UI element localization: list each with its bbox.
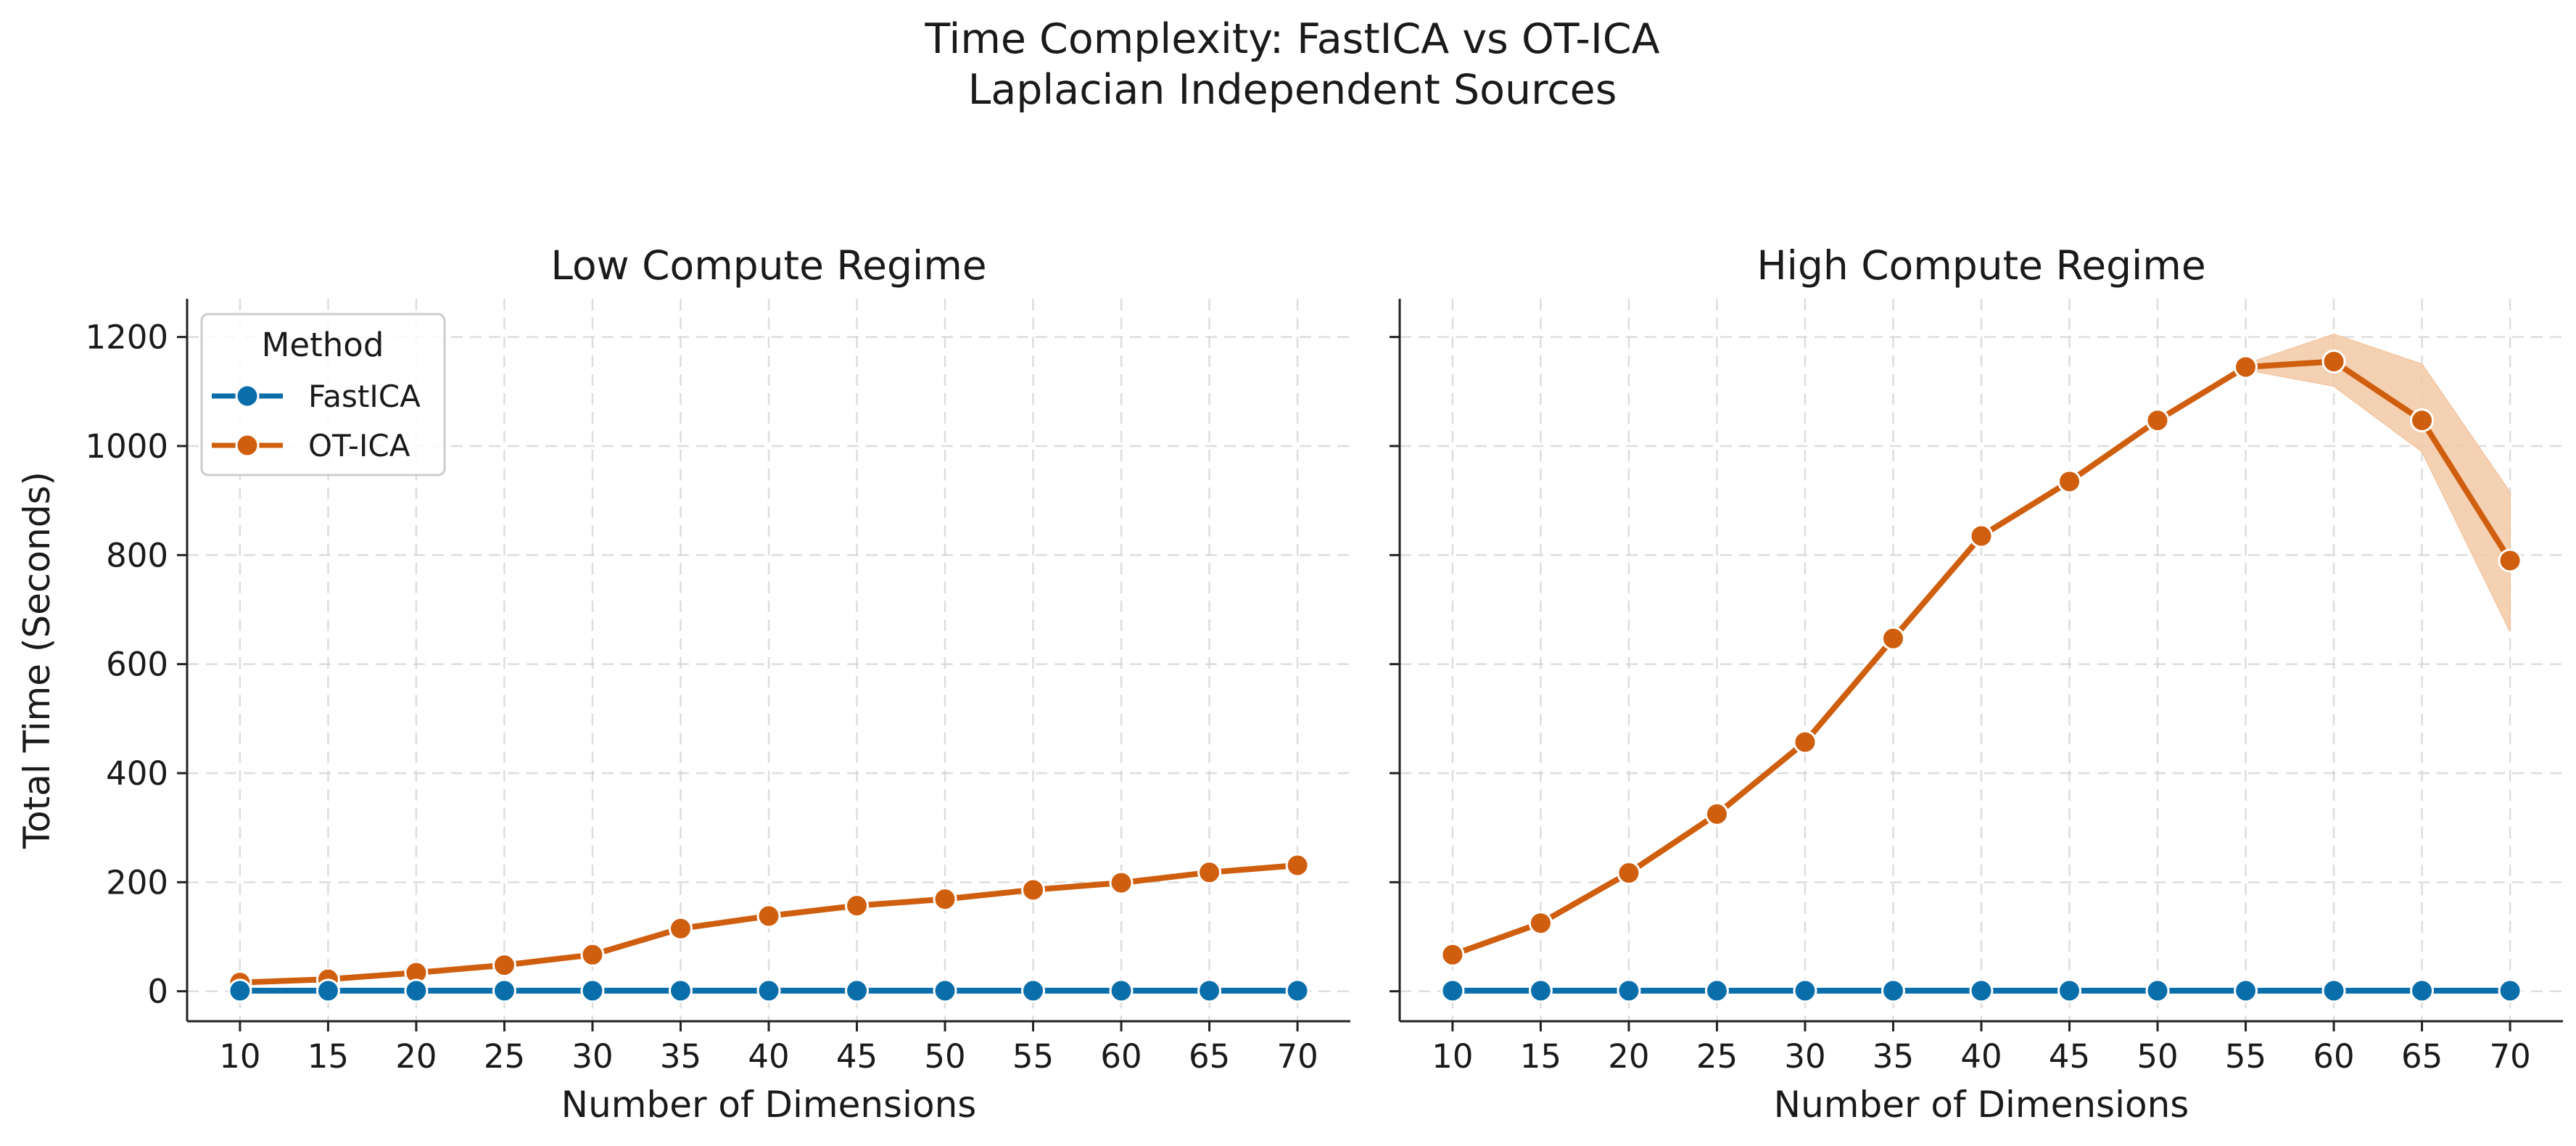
- data-point-fastica: [1021, 978, 1046, 1003]
- data-point-fastica: [1704, 978, 1729, 1003]
- x-tick-label: 15: [1520, 1037, 1561, 1076]
- x-tick-label: 35: [660, 1037, 701, 1076]
- x-tick-label: 30: [571, 1037, 613, 1076]
- y-tick-label: 800: [106, 536, 168, 574]
- panel-high-compute: 10 15 20 25 30 35 40 45 50 55 60 65 70 High Compute R…: [1390, 242, 2563, 1126]
- x-tick-label: 30: [1784, 1037, 1825, 1076]
- panel-title: Low Compute Regime: [550, 242, 986, 289]
- data-point-otica: [1704, 801, 1729, 826]
- x-tick-label: 50: [924, 1037, 965, 1076]
- x-tick-label: 20: [395, 1037, 437, 1076]
- legend-marker-otica: [235, 433, 260, 458]
- data-point-otica: [2410, 408, 2435, 433]
- data-point-otica: [2498, 548, 2522, 573]
- x-tick-label: 45: [836, 1037, 878, 1076]
- data-point-otica: [668, 916, 693, 941]
- x-tick-label: 40: [1960, 1037, 2002, 1076]
- x-tick-label: 25: [484, 1037, 525, 1076]
- y-tick-label: 1000: [85, 427, 168, 466]
- data-point-otica: [1440, 942, 1465, 967]
- legend-title: Method: [262, 326, 384, 364]
- data-point-otica: [1528, 911, 1553, 936]
- x-tick-label: 35: [1873, 1037, 1914, 1076]
- data-point-fastica: [228, 978, 252, 1003]
- legend-frame: [200, 313, 446, 477]
- data-point-otica: [1793, 730, 1817, 754]
- data-point-otica: [1969, 524, 1994, 548]
- x-tick-label: 55: [2225, 1037, 2266, 1076]
- x-tick-label: 65: [1189, 1037, 1230, 1076]
- y-axis-label: Total Time (Seconds): [16, 471, 58, 849]
- x-tick-label: 10: [219, 1037, 260, 1076]
- data-point-fastica: [580, 978, 605, 1003]
- data-point-fastica: [1793, 978, 1817, 1003]
- y-tick-label: 0: [147, 973, 168, 1011]
- data-point-otica: [2321, 349, 2346, 374]
- data-point-otica: [1285, 853, 1310, 878]
- x-axis-label: Number of Dimensions: [1774, 1084, 2189, 1126]
- data-point-fastica: [1440, 978, 1465, 1003]
- x-tick-label: 60: [2313, 1037, 2354, 1076]
- data-point-fastica: [315, 978, 340, 1003]
- x-tick-label: 55: [1012, 1037, 1054, 1076]
- legend-label-otica: OT-ICA: [308, 428, 410, 463]
- data-point-fastica: [1528, 978, 1553, 1003]
- x-tick-label: 70: [2489, 1037, 2530, 1076]
- figure-title-line1: Time Complexity: FastICA vs OT-ICA: [924, 15, 1659, 63]
- data-point-otica: [580, 942, 605, 967]
- data-point-fastica: [1109, 978, 1134, 1003]
- data-point-otica: [2145, 408, 2170, 433]
- x-tick-label: 45: [2049, 1037, 2090, 1076]
- data-point-fastica: [845, 978, 870, 1003]
- data-point-otica: [1197, 860, 1222, 885]
- data-point-fastica: [2321, 978, 2346, 1003]
- x-tick-label: 25: [1696, 1037, 1738, 1076]
- x-tick-label: 15: [307, 1037, 349, 1076]
- data-point-otica: [492, 953, 516, 978]
- panel-low-compute: 0 200 400 600 800 1000 1200 10 15 20 25 30 35 40 45 50 5…: [16, 242, 1350, 1126]
- data-point-otica: [1881, 626, 1905, 651]
- data-point-otica: [756, 904, 781, 928]
- data-point-fastica: [2234, 978, 2258, 1003]
- legend-label-fastica: FastICA: [308, 379, 421, 414]
- data-point-otica: [1021, 878, 1046, 902]
- x-tick-label: 70: [1276, 1037, 1318, 1076]
- data-point-fastica: [756, 978, 781, 1003]
- data-point-otica: [845, 894, 870, 918]
- data-point-fastica: [1197, 978, 1222, 1003]
- data-point-fastica: [933, 978, 957, 1003]
- y-tick-label: 1200: [85, 318, 168, 357]
- data-point-fastica: [2498, 978, 2522, 1003]
- data-point-fastica: [492, 978, 516, 1003]
- data-point-fastica: [404, 978, 429, 1003]
- figure-title-line2: Laplacian Independent Sources: [968, 66, 1617, 114]
- legend-marker-fastica: [235, 384, 260, 408]
- y-tick-label: 400: [106, 754, 168, 793]
- x-tick-label: 65: [2401, 1037, 2443, 1076]
- data-point-fastica: [668, 978, 693, 1003]
- data-point-otica: [2234, 355, 2258, 379]
- data-point-otica: [1109, 870, 1134, 895]
- x-tick-label: 60: [1100, 1037, 1142, 1076]
- panel-title: High Compute Regime: [1756, 242, 2205, 289]
- x-tick-label: 40: [748, 1037, 789, 1076]
- data-point-fastica: [1285, 978, 1310, 1003]
- data-point-fastica: [2057, 978, 2082, 1003]
- data-point-fastica: [1969, 978, 1994, 1003]
- y-tick-label: 600: [106, 646, 168, 684]
- legend: Method FastICA OT-ICA: [200, 313, 446, 477]
- x-tick-label: 10: [1432, 1037, 1473, 1076]
- data-point-fastica: [2145, 978, 2170, 1003]
- x-axis-label: Number of Dimensions: [561, 1084, 977, 1126]
- data-point-fastica: [2410, 978, 2435, 1003]
- data-point-fastica: [1617, 978, 1641, 1003]
- data-point-otica: [2057, 469, 2082, 494]
- data-point-otica: [933, 887, 957, 912]
- data-point-otica: [1617, 861, 1641, 886]
- y-tick-label: 200: [106, 863, 168, 902]
- x-tick-label: 20: [1608, 1037, 1649, 1076]
- x-tick-label: 50: [2137, 1037, 2178, 1076]
- data-point-fastica: [1881, 978, 1905, 1003]
